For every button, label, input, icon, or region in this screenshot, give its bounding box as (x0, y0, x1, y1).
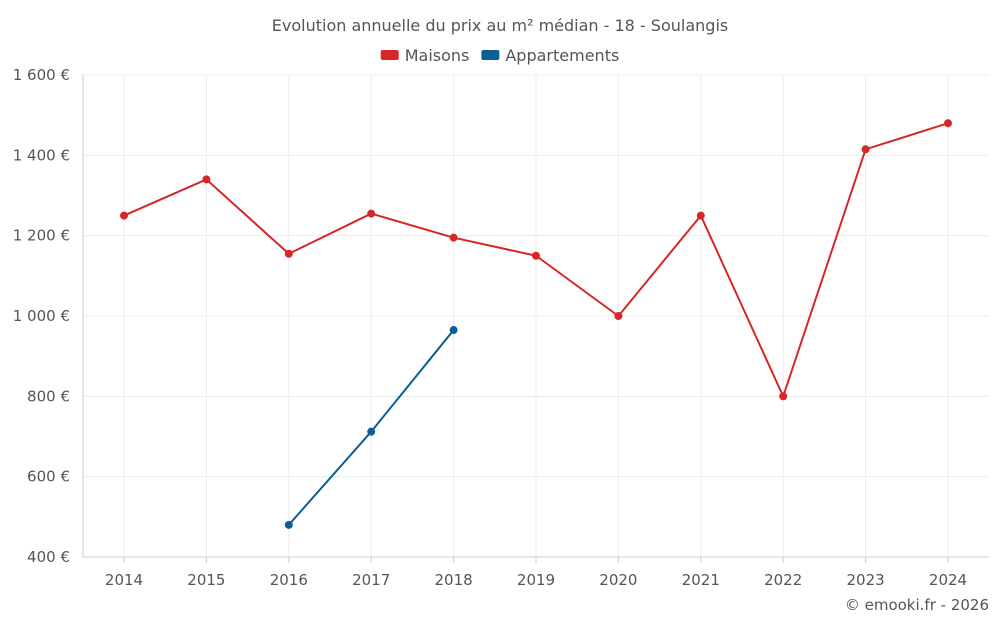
data-point[interactable] (532, 251, 540, 260)
series-layer (120, 119, 952, 529)
y-tick-label: 400 € (27, 548, 70, 566)
legend-swatch (380, 50, 399, 60)
y-tick-label: 1 000 € (13, 307, 70, 325)
series-appartements (284, 326, 458, 529)
x-tick-label: 2016 (270, 571, 308, 589)
x-tick-label: 2015 (187, 571, 225, 589)
data-point[interactable] (449, 233, 458, 242)
x-tick-label: 2024 (929, 571, 967, 589)
data-point[interactable] (367, 427, 376, 436)
legend-label: Appartements (505, 46, 619, 65)
credit-text: © emooki.fr - 2026 (845, 596, 989, 614)
x-tick-label: 2017 (352, 571, 390, 589)
y-tick-label: 1 600 € (13, 66, 70, 84)
x-tick-label: 2018 (435, 571, 473, 589)
data-point[interactable] (284, 249, 293, 258)
data-point[interactable] (861, 145, 870, 154)
y-tick-label: 800 € (27, 387, 70, 405)
data-point[interactable] (696, 211, 705, 220)
data-point[interactable] (779, 392, 788, 401)
data-point[interactable] (449, 326, 458, 335)
series-maisons (120, 119, 952, 401)
y-tick-label: 1 200 € (13, 227, 70, 245)
gridlines (83, 74, 989, 557)
y-axis-ticks: 400 € 600 € 800 € 1 000 € 1 200 € 1 400 € 1 60… (13, 66, 70, 566)
legend: Maisons Appartements (380, 46, 619, 65)
x-axis-ticks: 2014 2015 2016 2017 2018 2019 2020 2021 2022 2023… (105, 557, 967, 589)
legend-label: Maisons (405, 46, 470, 65)
x-tick-label: 2023 (847, 571, 885, 589)
y-tick-label: 1 400 € (13, 146, 70, 164)
x-tick-label: 2020 (599, 571, 637, 589)
x-tick-label: 2021 (682, 571, 720, 589)
data-point[interactable] (120, 211, 128, 220)
data-point[interactable] (367, 209, 376, 218)
y-tick-label: 600 € (27, 468, 70, 486)
data-point[interactable] (284, 520, 293, 529)
x-tick-label: 2019 (517, 571, 555, 589)
x-tick-label: 2014 (105, 571, 143, 589)
x-tick-label: 2022 (764, 571, 802, 589)
legend-swatch (481, 50, 500, 60)
legend-item-maisons[interactable]: Maisons (380, 46, 470, 65)
data-point[interactable] (202, 175, 211, 184)
data-point[interactable] (614, 312, 623, 320)
chart-title: Evolution annuelle du prix au m² médian … (272, 16, 728, 35)
legend-item-appartements[interactable]: Appartements (481, 46, 619, 65)
data-point[interactable] (944, 119, 952, 128)
